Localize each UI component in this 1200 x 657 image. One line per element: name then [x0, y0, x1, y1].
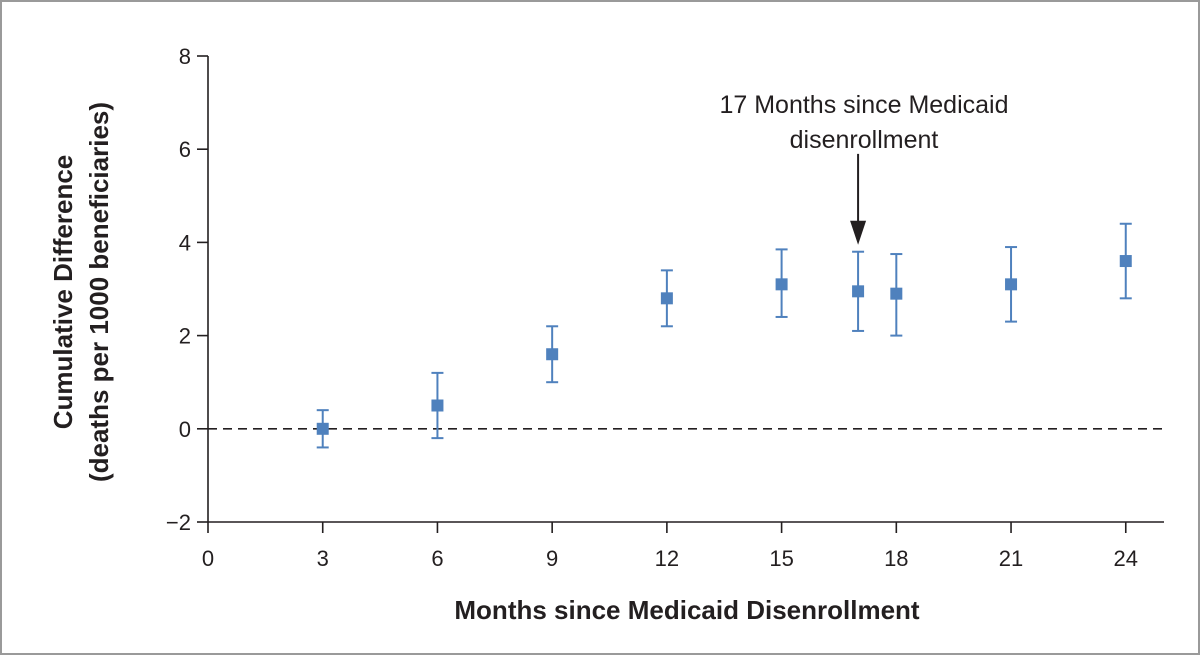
y-axis-title-line-1: Cumulative Difference: [48, 155, 78, 430]
x-tick-label: 12: [655, 546, 679, 571]
x-tick-label: 15: [769, 546, 793, 571]
data-point: [852, 285, 865, 298]
data-point: [660, 292, 673, 305]
data-point: [775, 278, 788, 291]
data-point: [1005, 278, 1018, 291]
y-tick-label: 4: [179, 230, 191, 255]
data-point: [316, 422, 329, 435]
y-axis-title-line-2: (deaths per 1000 beneficiaries): [84, 102, 114, 482]
data-point: [890, 287, 903, 300]
data-point: [546, 348, 559, 361]
x-tick-label: 24: [1114, 546, 1138, 571]
annotation-line-2: disenrollment: [790, 126, 939, 154]
annotation-line-1: 17 Months since Medicaid: [719, 91, 1008, 119]
x-tick-label: 6: [431, 546, 443, 571]
x-tick-label: 0: [202, 546, 214, 571]
data-point: [1119, 255, 1132, 268]
x-axis-title: Months since Medicaid Disenrollment: [454, 595, 920, 625]
y-tick-label: 0: [179, 417, 191, 442]
x-tick-label: 21: [999, 546, 1023, 571]
data-point: [431, 399, 444, 412]
y-tick-label: 8: [179, 44, 191, 69]
x-tick-label: 18: [884, 546, 908, 571]
x-tick-label: 9: [546, 546, 558, 571]
y-tick-label: 6: [179, 137, 191, 162]
y-tick-label: −2: [166, 510, 191, 535]
x-tick-label: 3: [317, 546, 329, 571]
annotation-arrow-head: [850, 220, 867, 245]
y-tick-label: 2: [179, 324, 191, 349]
